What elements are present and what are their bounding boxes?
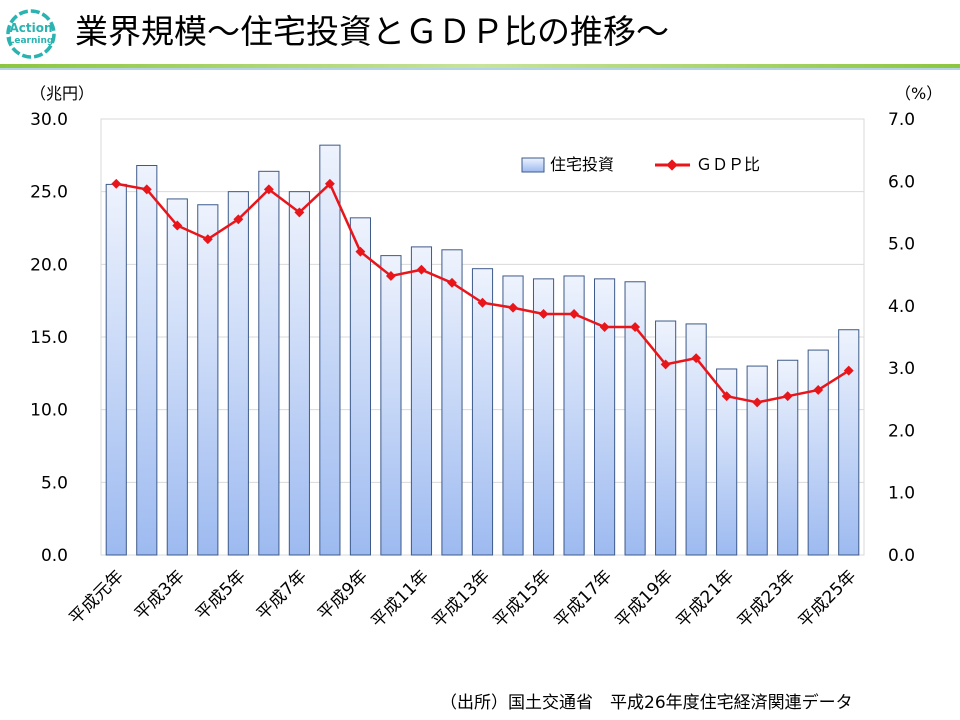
legend: 住宅投資 ＧＤＰ比 [521,155,760,174]
left-tick-label: 10.0 [30,401,68,421]
legend-line-marker [666,159,678,171]
bar-9 [349,217,371,556]
bar-13 [471,268,494,556]
title-divider [0,64,960,70]
logo-text-learning: Learning [9,36,54,46]
bar-21 [716,368,738,556]
right-tick-label: 7.0 [888,110,915,130]
bar-2 [136,165,158,556]
bar-1 [105,183,127,556]
gdp-point-16 [569,309,580,319]
bar-16 [563,275,585,556]
gdp-point-20 [691,353,702,364]
category-label: 平成23年 [734,566,800,632]
gdp-point-22 [752,397,763,408]
bar-4 [197,204,219,556]
right-tick-label: 2.0 [888,421,915,441]
logo-text-action: Action [9,21,52,35]
gdp-point-4 [202,234,213,245]
gdp-point-18 [630,322,641,332]
gdp-point-1 [111,178,122,189]
legend-bar-swatch [521,157,545,173]
page-title: 業界規模～住宅投資とＧＤＰ比の推移～ [75,12,669,51]
right-tick-label: 5.0 [888,235,915,255]
gdp-point-9 [355,246,366,257]
bar-24 [807,349,829,556]
bar-14 [502,275,524,556]
source-note: （出所）国土交通省 平成26年度住宅経済関連データ [440,693,853,713]
bar-18 [624,281,646,556]
left-tick-label: 30.0 [30,110,68,130]
gdp-point-25 [843,365,854,376]
category-label: 平成17年 [551,566,617,632]
category-label: 平成元年 [66,566,128,628]
left-tick-label: 25.0 [30,183,68,203]
gdp-point-14 [508,302,518,313]
left-tick-label: 15.0 [30,328,68,348]
logo-ring [6,9,56,59]
category-label: 平成5年 [192,566,250,624]
bar-8 [319,144,341,556]
left-axis-ticks: 0.0 5.0 10.0 15.0 20.0 25.0 30.0 [30,110,68,566]
bar-19 [655,320,677,556]
left-tick-label: 20.0 [30,255,68,275]
category-label: 平成21年 [673,566,739,632]
gdp-point-15 [538,309,549,319]
bar-25 [838,329,860,556]
line-series [111,178,854,408]
left-tick-label: 5.0 [41,473,68,493]
bar-7 [288,191,310,556]
legend-line-label: ＧＤＰ比 [696,155,760,174]
bar-series [105,144,860,556]
right-tick-label: 3.0 [888,359,915,379]
right-axis-unit: （%） [895,84,942,103]
category-label: 平成11年 [367,566,433,632]
bar-23 [777,359,799,556]
legend-bar-label: 住宅投資 [550,155,614,174]
gdp-point-24 [813,384,824,395]
right-tick-label: 1.0 [888,484,915,504]
right-axis-ticks: 0.0 1.0 2.0 3.0 4.0 5.0 6.0 7.0 [888,110,915,566]
gdp-point-23 [782,391,793,402]
gdp-point-21 [721,391,732,402]
bar-20 [685,323,707,556]
left-axis-unit: （兆円） [30,84,94,103]
category-label: 平成19年 [612,566,678,632]
bar-3 [166,198,188,556]
bar-11 [410,246,433,556]
category-label: 平成15年 [490,566,556,632]
right-tick-label: 0.0 [888,546,915,566]
category-label: 平成7年 [253,566,311,624]
right-tick-label: 4.0 [888,297,915,317]
category-label: 平成25年 [795,566,861,632]
gdp-point-11 [416,264,427,275]
right-tick-label: 6.0 [888,172,915,192]
bar-6 [258,170,280,556]
gdp-point-6 [263,184,274,195]
bar-10 [380,255,402,556]
gdp-point-8 [324,178,335,189]
category-label: 平成9年 [314,566,372,624]
gdp-point-5 [233,214,244,225]
bar-5 [227,191,249,556]
category-label: 平成3年 [131,566,189,624]
bar-17 [594,278,616,556]
left-tick-label: 0.0 [41,546,68,566]
gdp-point-19 [660,359,671,370]
gdp-point-12 [447,277,457,288]
x-axis-ticks: 平成元年 平成3年 平成5年 平成7年 平成9年平成11年平成13年平成15年平成17年… [66,566,861,632]
gdp-point-2 [141,184,152,195]
gdp-point-3 [172,220,183,231]
gdp-point-13 [477,297,488,308]
action-learning-logo: Action Learning [6,9,56,59]
bar-22 [746,365,768,556]
gdp-point-10 [385,271,396,281]
category-label: 平成13年 [429,566,495,632]
bar-12 [441,249,463,556]
gdp-point-17 [599,322,610,332]
gdp-point-7 [294,207,305,218]
bar-15 [532,278,555,556]
